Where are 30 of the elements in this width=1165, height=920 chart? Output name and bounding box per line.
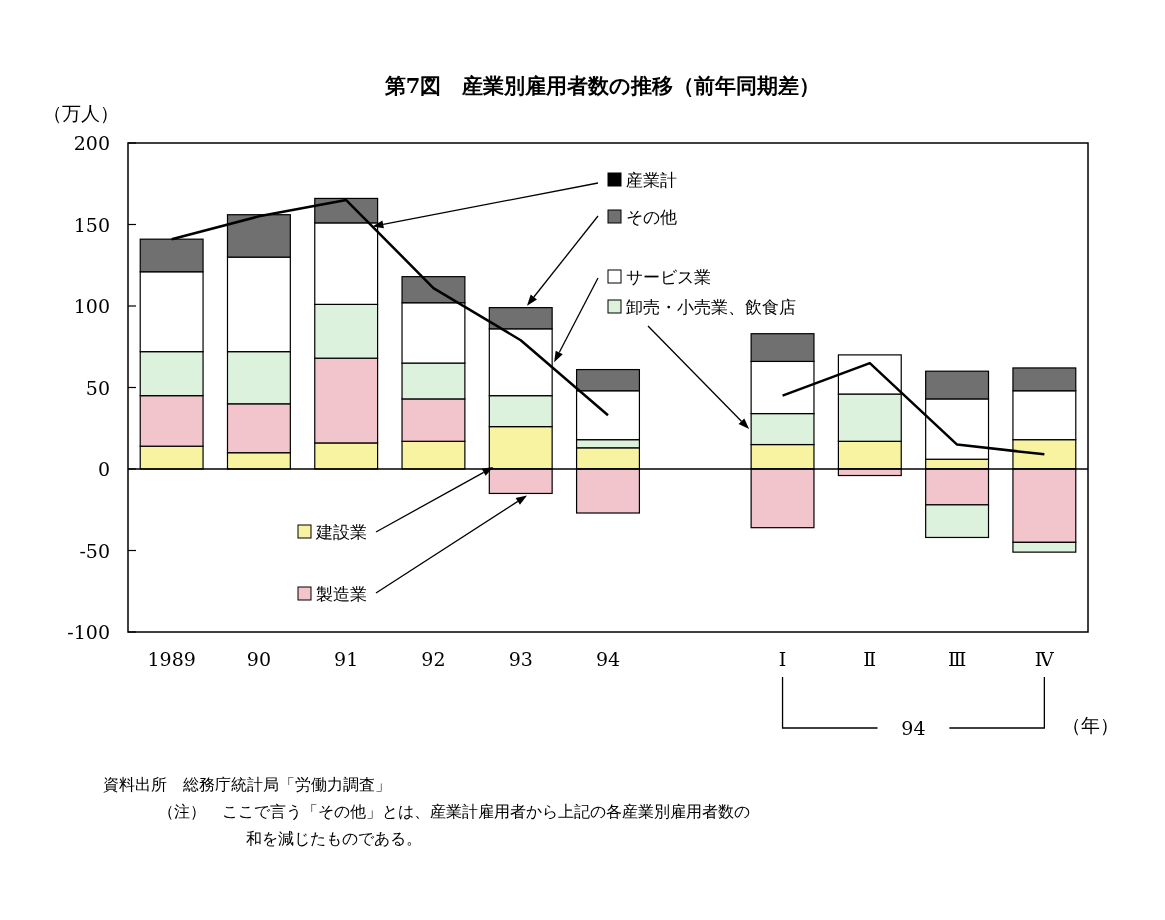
x-tick-label: Ⅱ	[863, 648, 877, 670]
chart-title: 第7図 産業別雇用者数の推移（前年同期差）	[383, 73, 821, 98]
text: 資料出所 総務庁統計局「労働力調査」	[103, 775, 391, 794]
y-axis-title: （万人）	[43, 102, 119, 124]
legend-label: 製造業	[316, 584, 367, 604]
x-tick-label: 92	[421, 648, 446, 670]
x-tick-label: Ⅰ	[778, 648, 787, 670]
y-tick-label: 50	[85, 376, 110, 399]
x-tick-label: 91	[334, 648, 359, 670]
legend-label: 卸売・小売業、飲食店	[626, 297, 796, 317]
y-tick-label: 150	[73, 213, 110, 236]
x-tick-label: 94	[595, 648, 621, 670]
x-tick-label: Ⅳ	[1034, 648, 1055, 670]
y-tick-label: 0	[97, 458, 110, 480]
y-tick-label: -50	[79, 539, 110, 562]
text: （注） ここで言う「その他」とは、産業計雇用者から上記の各産業別雇用者数の	[158, 802, 750, 821]
text: 和を減じたものである。	[246, 829, 422, 848]
legend-label: サービス業	[626, 267, 711, 287]
y-tick-label: -100	[67, 621, 110, 643]
x-tick-label: 1989	[147, 648, 196, 670]
y-tick-label: 200	[73, 132, 110, 154]
legend-label: 産業計	[626, 170, 677, 190]
legend-label: その他	[626, 207, 677, 227]
y-tick-label: 100	[73, 295, 110, 317]
x-tick-label: 90	[246, 648, 271, 670]
legend-label: 建設業	[315, 522, 367, 542]
x-axis-title: （年）	[1062, 714, 1120, 736]
text: 94	[901, 717, 926, 739]
x-tick-label: Ⅲ	[947, 648, 967, 670]
x-tick-label: 93	[508, 648, 533, 670]
